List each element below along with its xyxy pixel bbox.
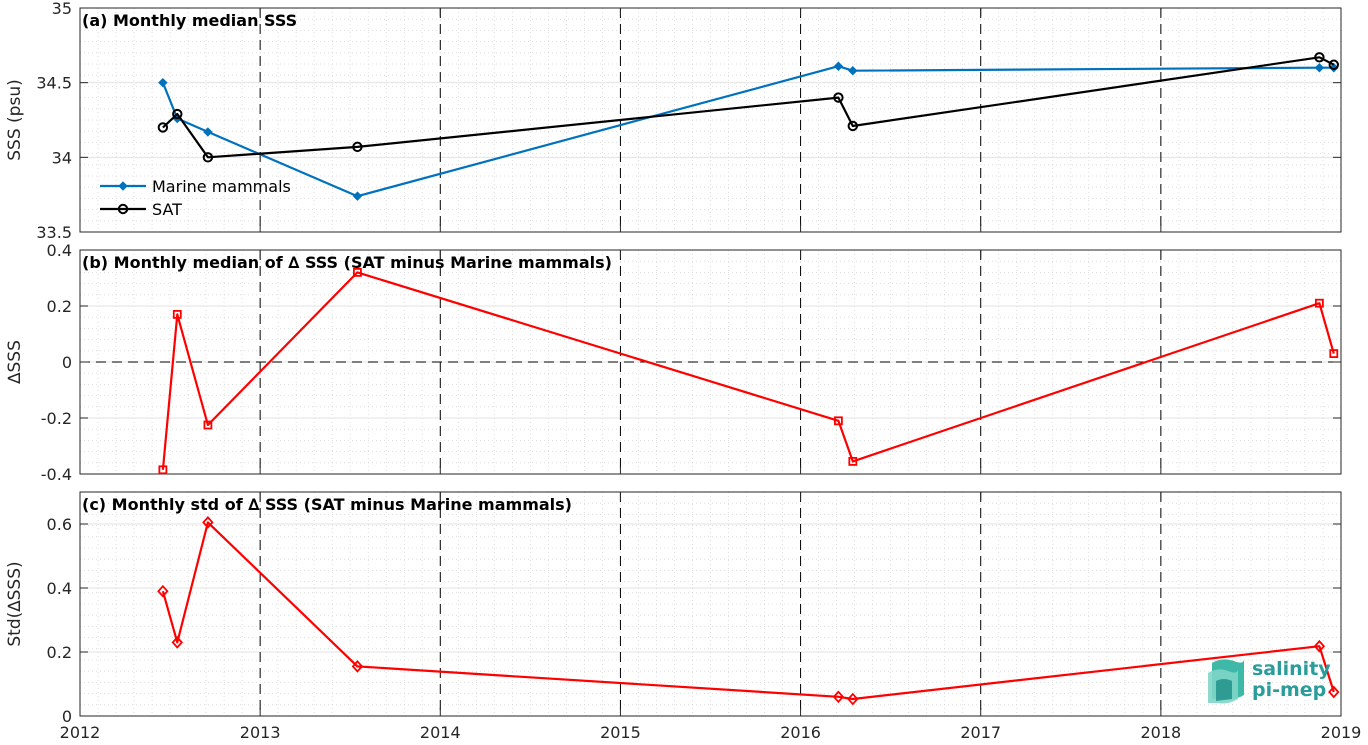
data-point-legend-1: [118, 181, 128, 191]
series-line-2: [162, 56, 1335, 159]
panel-title: (b) Monthly median of ∆ SSS (SAT minus M…: [82, 253, 612, 272]
data-point-legend-2: [117, 203, 129, 215]
data-point-2-2: [172, 108, 183, 120]
data-point-1-4: [352, 191, 363, 201]
x-tick-label: 2014: [420, 723, 461, 742]
x-tick-label: 2015: [600, 723, 641, 742]
x-tick-label: 2012: [60, 723, 101, 742]
data-point-1-6: [848, 66, 858, 76]
axes-frame: [79, 491, 1342, 717]
data-point-1-6: [847, 692, 859, 706]
data-point-2-5: [833, 92, 844, 103]
y-tick-label: -0.4: [41, 465, 72, 484]
data-point-1-2: [171, 636, 183, 649]
data-point-1-2: [172, 309, 182, 319]
y-tick-label: 35: [52, 0, 72, 18]
data-point-1-7: [1314, 298, 1324, 308]
series-line-1: [161, 271, 1335, 470]
y-tick-label: 33.5: [36, 223, 72, 242]
data-point-1-7: [1314, 63, 1325, 73]
y-axis-label: ∆SSS: [5, 340, 25, 385]
data-point-1-5: [832, 690, 845, 704]
data-point-1-8: [1328, 685, 1340, 699]
y-tick-label: 0.2: [47, 643, 72, 662]
data-point-2-4: [352, 141, 363, 153]
logo-line2: pi-mep: [1252, 679, 1326, 701]
y-tick-label: 0.4: [47, 579, 72, 598]
panel-title: (c) Monthly std of ∆ SSS (SAT minus Mari…: [82, 495, 572, 514]
y-axis-label: SSS (psu): [5, 79, 25, 160]
data-point-1-4: [351, 660, 364, 673]
data-point-1-1: [158, 465, 168, 475]
y-tick-label: 0.2: [47, 297, 72, 316]
data-point-1-1: [157, 584, 169, 598]
y-tick-label: 34: [52, 148, 72, 167]
data-point-1-3: [202, 516, 214, 529]
y-axis-label: Std(∆SSS): [5, 561, 25, 646]
series-line-1: [161, 521, 1335, 701]
panel-b: -0.4 -0.2 0 0.2 0.4 ∆SSS (b) Monthly median of…: [5, 241, 1342, 484]
legend-label: SAT: [152, 200, 182, 219]
logo-line1: salinity: [1252, 658, 1331, 680]
x-tick-label: 2018: [1140, 723, 1181, 742]
x-tick-label: 2017: [960, 723, 1001, 742]
data-point-2-8: [1328, 59, 1339, 70]
x-tick-label: 2013: [240, 723, 281, 742]
data-point-1-1: [158, 77, 168, 88]
data-point-2-3: [202, 152, 214, 163]
salinity-pi-mep-logo: salinity pi-mep: [1208, 658, 1331, 704]
y-tick-label: 0.4: [47, 241, 72, 260]
legend: Marine mammals SAT: [100, 177, 291, 219]
y-tick-label: 0.6: [47, 515, 72, 534]
x-tick-label: 2016: [780, 723, 821, 742]
data-point-1-8: [1329, 63, 1339, 73]
data-point-1-4: [353, 267, 362, 277]
data-point-2-6: [847, 120, 859, 132]
data-point-1-5: [833, 61, 844, 71]
data-point-1-6: [848, 456, 858, 466]
y-tick-label: 0: [62, 353, 72, 372]
data-point-2-7: [1314, 52, 1325, 63]
data-point-1-7: [1313, 639, 1326, 653]
y-tick-label: -0.2: [41, 409, 72, 428]
data-point-1-8: [1329, 349, 1339, 359]
panel-a: 33.5 34 34.5 35 SSS (psu) (a) Monthly median …: [5, 0, 1342, 242]
legend-label: Marine mammals: [152, 177, 291, 196]
data-point-1-5: [834, 416, 843, 426]
panel-title: (a) Monthly median SSS: [82, 11, 297, 30]
panel-c: 0 0.2 0.4 0.6 Std(∆SSS) 2012 2013 2014 2015 2016 2…: [5, 491, 1362, 742]
y-tick-label: 0: [62, 707, 72, 726]
data-point-1-3: [203, 420, 213, 430]
y-tick-label: 34.5: [36, 74, 72, 93]
data-point-1-3: [203, 127, 213, 137]
data-point-2-1: [157, 122, 169, 133]
x-tick-label: 2019: [1321, 723, 1362, 742]
axes-frame: [79, 7, 1342, 233]
